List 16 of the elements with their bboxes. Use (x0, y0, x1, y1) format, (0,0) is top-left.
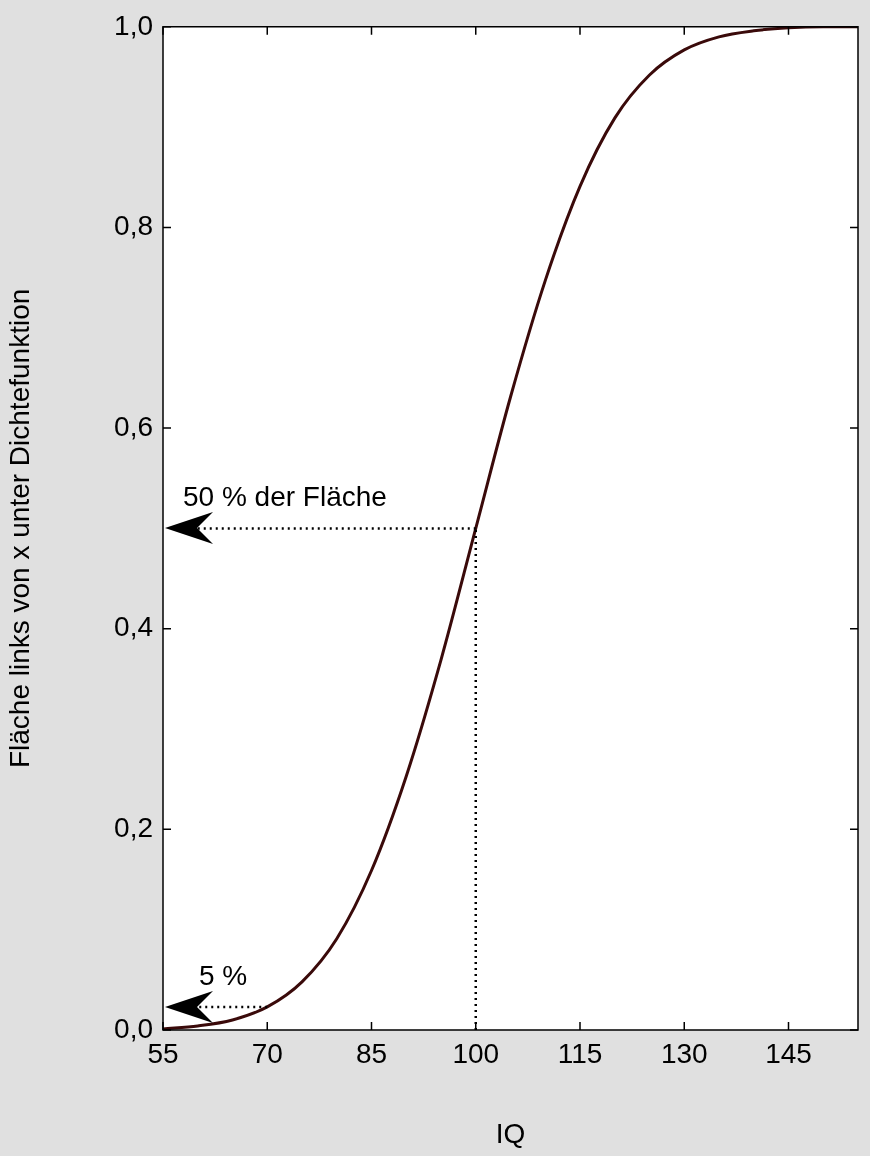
y-axis-title: Fläche links von x unter Dichtefunktion (3, 288, 35, 769)
annotation: 5 % (199, 959, 248, 991)
x-tick-label: 100 (452, 1037, 500, 1069)
x-tick-label: 85 (355, 1037, 388, 1069)
y-tick-label: 0,2 (114, 812, 153, 844)
y-tick-label: 0,6 (114, 410, 153, 442)
annotation: 50 % der Fläche (183, 481, 387, 513)
x-tick-label: 70 (251, 1037, 283, 1069)
x-tick-label: 130 (660, 1037, 708, 1069)
y-tick-label: 0,8 (114, 210, 153, 242)
line-series (163, 26, 858, 1030)
y-tick-label: 0,4 (114, 611, 153, 643)
x-tick-label: 115 (557, 1037, 603, 1069)
x-axis-title: IQ (495, 1117, 526, 1149)
x-tick-label: 145 (765, 1037, 812, 1069)
y-tick-label: 1,0 (114, 9, 153, 41)
